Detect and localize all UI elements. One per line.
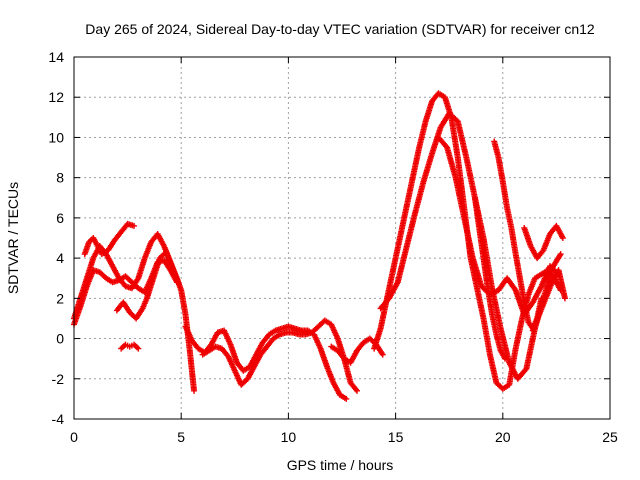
- series-sat-m: [471, 194, 508, 362]
- data-point: [354, 387, 361, 394]
- series-sat-e: [118, 341, 142, 352]
- axis-ticks: 0 5 10 15 20 25 -4 -2 0 2 4 6 8 10 12 14: [48, 49, 618, 445]
- x-tick-label: 15: [388, 429, 404, 445]
- data-point: [343, 395, 350, 402]
- data-point: [191, 387, 198, 394]
- y-tick-label: -4: [52, 411, 65, 427]
- series-sat-n: [521, 222, 566, 262]
- series-sat-a: [71, 230, 198, 394]
- y-tick-label: 10: [48, 129, 64, 145]
- y-axis-label: SDTVAR / TECUs: [5, 182, 21, 294]
- y-tick-label: 2: [56, 290, 64, 306]
- data-point: [557, 251, 564, 258]
- y-tick-label: -2: [52, 371, 65, 387]
- series-sat-f: [182, 323, 350, 402]
- data-point: [501, 355, 508, 362]
- chart-title: Day 265 of 2024, Sidereal Day-to-day VTE…: [85, 21, 595, 37]
- series-sat-g: [199, 317, 361, 394]
- y-tick-label: 8: [56, 170, 64, 186]
- data-points: [71, 90, 568, 402]
- x-tick-label: 20: [495, 429, 511, 445]
- series-sat-c: [81, 220, 138, 258]
- x-tick-label: 10: [281, 429, 297, 445]
- data-point: [135, 345, 142, 352]
- plot-frame: [73, 56, 611, 420]
- x-tick-label: 0: [70, 429, 78, 445]
- series-sat-d: [113, 249, 180, 322]
- x-axis-label: GPS time / hours: [287, 457, 394, 473]
- y-tick-label: 4: [56, 250, 64, 266]
- data-point: [131, 222, 138, 229]
- y-tick-label: 14: [48, 49, 64, 65]
- y-tick-label: 0: [56, 331, 64, 347]
- y-tick-label: 6: [56, 210, 64, 226]
- data-point: [559, 235, 566, 241]
- x-tick-label: 25: [602, 429, 618, 445]
- series-sat-o: [529, 267, 568, 334]
- data-point: [561, 295, 568, 302]
- x-tick-label: 5: [177, 429, 185, 445]
- data-point: [379, 351, 386, 358]
- y-tick-label: 12: [48, 89, 64, 105]
- data-point: [173, 277, 180, 284]
- series-sat-h: [328, 335, 386, 366]
